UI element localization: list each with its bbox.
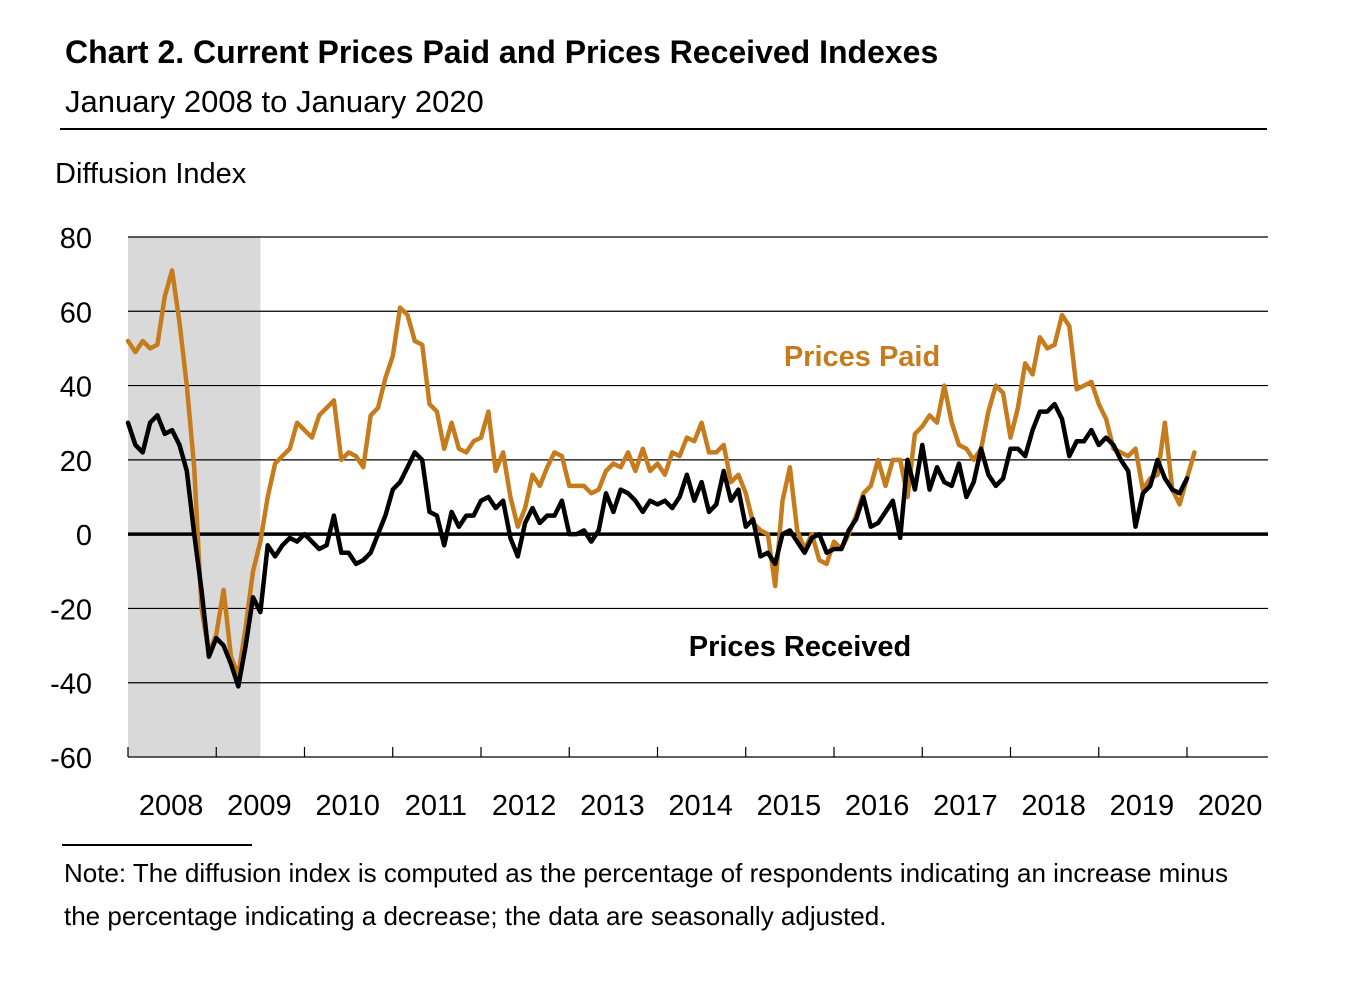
y-tick-label: -60 [50,743,92,775]
prices-received-label: Prices Received [689,631,911,663]
x-tick-label: 2016 [845,790,910,822]
x-tick-label: 2012 [492,790,557,822]
chart-title: Chart 2. Current Prices Paid and Prices … [65,34,939,70]
x-tick-label: 2013 [580,790,645,822]
y-tick-label: 40 [60,372,92,404]
prices-received-line [125,401,1190,689]
y-tick-labels: 80 60 40 20 0 -20 -40 -60 [50,223,92,775]
note-rule [62,844,252,846]
prices-paid-label: Prices Paid [784,341,940,373]
x-tick-label: 2011 [405,790,467,822]
x-tick-label: 2015 [757,790,822,822]
y-tick-label: -40 [50,669,92,701]
y-tick-label: 80 [60,223,92,255]
y-axis-label: Diffusion Index [55,158,247,190]
y-tick-label: 60 [60,297,92,329]
y-tick-label: -20 [50,594,92,626]
y-tick-label: 0 [76,520,92,552]
x-tick-label: 2017 [933,790,998,822]
x-tick-label: 2014 [668,790,733,822]
prices-paid-line [125,268,1197,678]
chart-subtitle: January 2008 to January 2020 [65,84,484,119]
y-tick-label: 20 [60,446,92,478]
x-tick-label: 2019 [1110,790,1175,822]
grid-lines [128,236,1268,758]
x-tick-label: 2020 [1198,790,1263,822]
header-rule [60,128,1267,130]
series-labels: Prices Paid Prices Received [689,341,940,663]
x-tick-label: 2010 [315,790,380,822]
x-axis [127,747,1188,757]
x-tick-label: 2009 [227,790,292,822]
x-tick-labels: 2008 2009 2010 2011 2012 2013 2014 2015 2016 2017… [139,790,1263,822]
x-tick-label: 2018 [1021,790,1086,822]
chart-note: Note: The diffusion index is computed as… [64,858,1228,931]
series-lines [125,268,1197,689]
x-tick-label: 2008 [139,790,204,822]
